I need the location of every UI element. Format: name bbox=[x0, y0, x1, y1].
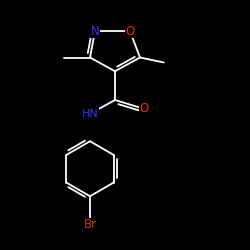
Text: Br: Br bbox=[84, 218, 96, 232]
Text: HN: HN bbox=[82, 109, 98, 119]
Text: O: O bbox=[139, 102, 148, 115]
Text: N: N bbox=[90, 25, 100, 38]
Text: O: O bbox=[126, 25, 134, 38]
